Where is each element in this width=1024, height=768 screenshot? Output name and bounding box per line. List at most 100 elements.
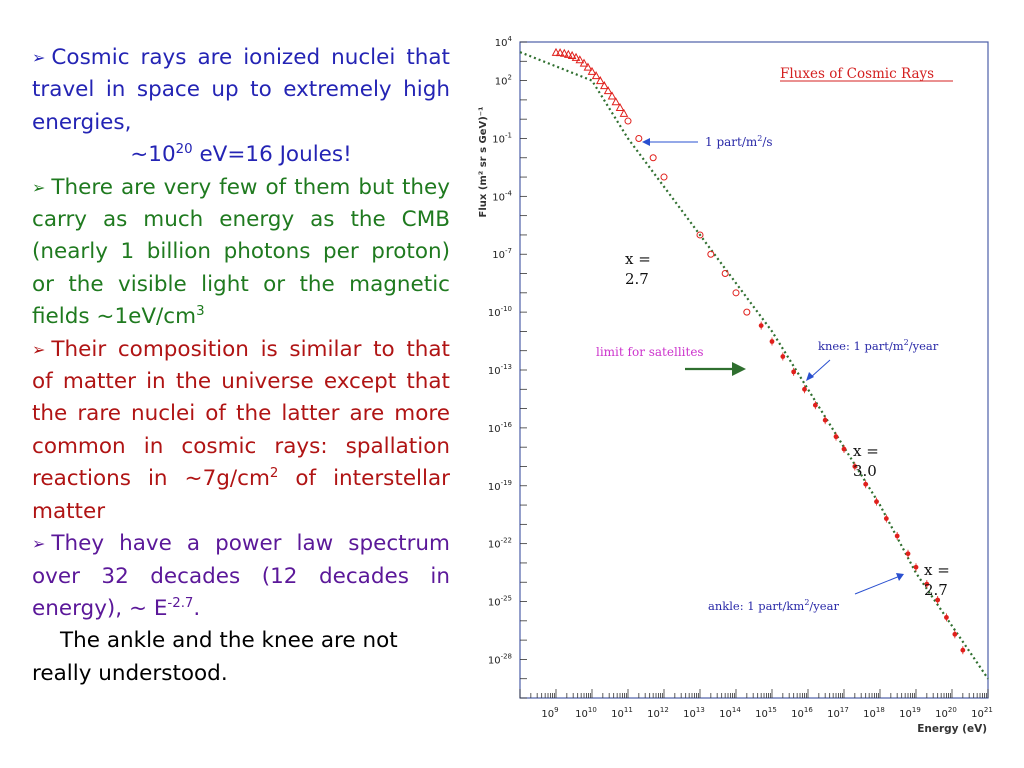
y-tick-base: 10 [492, 250, 505, 261]
annotation-limit-for-satellites: limit for satellites [596, 345, 704, 359]
data-point-dot [852, 464, 858, 469]
energy-base: ~10 [130, 142, 176, 168]
reference-line-group [519, 51, 989, 680]
x-tick-label: 1020 [935, 706, 957, 720]
y-axis-ticks: 10410210-110-410-710-1010-1310-1610-1910… [488, 35, 527, 699]
text-column: ➢ Cosmic rays are ionized nuclei that tra… [32, 42, 450, 690]
y-tick-base: 10 [488, 540, 501, 551]
y-tick-label: 10-1 [492, 131, 512, 145]
x-tick-exp: 12 [660, 706, 669, 714]
x-tick-base: 10 [899, 709, 912, 720]
data-point-triangle [551, 47, 561, 56]
data-point-triangle [571, 52, 581, 61]
y-tick-label: 10-13 [488, 363, 512, 377]
data-point-triangle [591, 71, 601, 80]
data-point-triangle [579, 58, 589, 67]
data-point-dot [924, 581, 930, 587]
x-tick-exp: 13 [696, 706, 705, 714]
data-point-triangle [559, 48, 569, 57]
y-tick-label: 10-19 [488, 479, 512, 493]
data-point-dot [935, 597, 941, 603]
x-tick-label: 1015 [755, 706, 777, 720]
y-tick-base: 10 [488, 655, 501, 666]
x-tick-base: 10 [683, 709, 696, 720]
y-tick-label: 104 [495, 35, 513, 49]
data-point-triangle [619, 108, 629, 117]
x-tick-exp: 11 [624, 706, 633, 714]
y-tick-label: 102 [495, 74, 512, 88]
y-tick-label: 10-22 [488, 537, 512, 551]
x-tick-exp: 9 [554, 706, 558, 714]
x-tick-exp: 17 [840, 706, 849, 714]
data-point-dot [944, 615, 949, 620]
annotation-ankle-tail: /year [809, 599, 839, 613]
x-tick-base: 10 [647, 709, 660, 720]
data-point-dot [758, 323, 764, 329]
y-tick-base: 10 [488, 424, 501, 435]
data-point-triangle [587, 66, 597, 75]
arrow-bullet-icon: ➢ [32, 339, 46, 359]
data-point-circle [743, 308, 751, 316]
y-tick-exp: -19 [501, 479, 512, 487]
data-point-triangle [583, 62, 593, 71]
x-tick-label: 1018 [863, 706, 885, 720]
data-point-triangle [563, 49, 573, 58]
data-point-dot [780, 354, 786, 359]
x-tick-label: 1019 [899, 706, 921, 720]
data-point-triangle [599, 81, 609, 90]
bullet-text: Their composition is similar to that of … [32, 336, 450, 492]
data-point-circle [660, 173, 668, 181]
data-point-triangle [615, 103, 625, 112]
bullet-exponent: 2 [269, 466, 279, 482]
bullet-text: They have a power law spectrum over 32 d… [32, 531, 450, 621]
energy-exponent: 20 [175, 142, 193, 158]
x-tick-label: 1011 [611, 706, 633, 720]
y-tick-exp: -1 [505, 131, 512, 139]
x-tick-label: 1016 [791, 706, 813, 720]
x-tick-exp: 14 [732, 706, 741, 714]
y-tick-exp: -13 [501, 363, 512, 371]
cosmic-ray-flux-chart: 109 1010 1011 1012 1013 1014 1015 1016 1017 1018 1… [478, 35, 993, 735]
bullet-power-law: ➢ They have a power law spectrum over 32 … [32, 528, 450, 625]
energy-line: ~1020 eV=16 Joules! [32, 139, 450, 171]
data-point-triangle [575, 55, 585, 64]
bullet-composition: ➢ Their composition is similar to that of… [32, 334, 450, 528]
annotation-one-part-per-m2-s-tail: /s [762, 135, 772, 149]
x-tick-base: 10 [719, 709, 732, 720]
y-tick-label: 10-4 [492, 189, 512, 203]
arrow-knee-head [806, 372, 814, 381]
arrow-satellites-head [732, 362, 746, 376]
data-point-dot [791, 369, 797, 375]
y-tick-label: 10-25 [488, 595, 512, 609]
x-tick-base: 10 [935, 709, 948, 720]
data-point-circle [635, 134, 643, 142]
y-tick-exp: -4 [505, 189, 513, 197]
arrow-knee-line [809, 359, 831, 379]
bullet-cosmic-rays: ➢ Cosmic rays are ionized nuclei that tra… [32, 42, 450, 139]
slope-label-line2: 3.0 [853, 462, 877, 480]
arrow-one-part-head [642, 138, 650, 146]
bullet-exponent: 3 [196, 304, 205, 320]
data-point-circle [649, 154, 657, 162]
data-point-dot [863, 481, 869, 487]
data-points [551, 47, 966, 655]
bullet-exponent: -2.7 [167, 595, 194, 611]
chart-title: Fluxes of Cosmic Rays [780, 66, 934, 82]
data-point-dot [822, 417, 828, 423]
arrow-bullet-icon: ➢ [32, 534, 46, 554]
slope-label-line2: 2.7 [924, 581, 948, 599]
annotation-ankle-text: ankle: 1 part/km [708, 599, 804, 613]
bullet-few-of-them: ➢ There are very few of them but they car… [32, 172, 450, 334]
bullet-text-tail: of interstellar matter [32, 466, 451, 524]
annotation-knee-tail: /year [909, 339, 939, 353]
data-point-dot [841, 446, 847, 452]
data-point-dot [769, 339, 775, 344]
data-point-triangle [611, 97, 621, 106]
y-tick-base: 10 [488, 308, 501, 319]
x-axis-ticks: 109 1010 1011 1012 1013 1014 1015 1016 1017 1018 1… [519, 689, 993, 720]
x-tick-label: 1021 [971, 706, 993, 720]
y-tick-exp: 2 [508, 74, 512, 82]
data-point-dot [913, 564, 919, 570]
x-tick-label: 1013 [683, 706, 705, 720]
